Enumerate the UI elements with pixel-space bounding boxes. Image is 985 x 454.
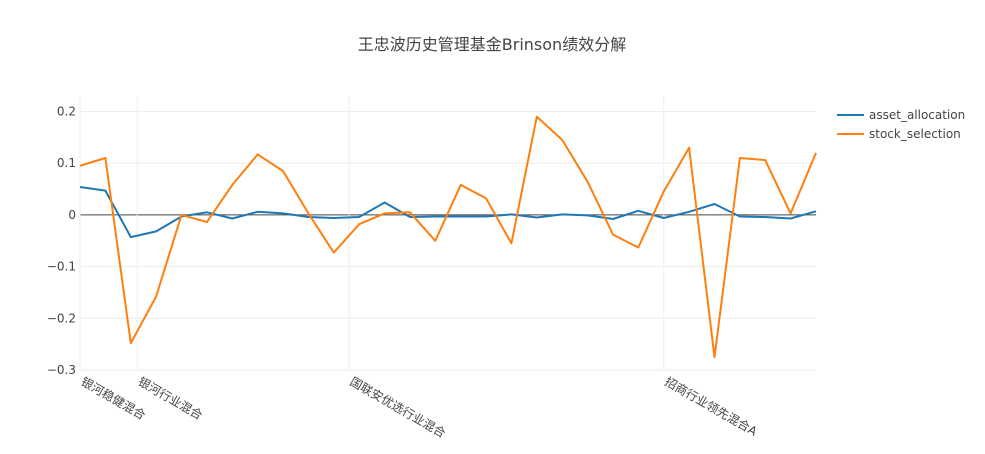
grid-layer bbox=[79, 96, 816, 371]
legend-item-asset-allocation[interactable]: asset_allocation bbox=[837, 108, 965, 122]
y-tick-label: 0.2 bbox=[57, 105, 76, 119]
x-tick-label: 银河行业混合 bbox=[136, 374, 206, 423]
legend-label: asset_allocation bbox=[869, 108, 965, 122]
y-tick-label: −0.2 bbox=[47, 311, 76, 325]
x-tick-label: 招商行业领先混合A bbox=[662, 374, 760, 439]
y-tick-label: 0.1 bbox=[57, 156, 76, 170]
y-tick-label: 0 bbox=[68, 208, 76, 222]
y-tick-label: −0.3 bbox=[47, 363, 76, 377]
series-line-asset-allocation[interactable] bbox=[79, 186, 817, 239]
y-axis: −0.3 −0.2 −0.1 0 0.1 0.2 bbox=[47, 105, 76, 377]
x-tick-label: 国联安优选行业混合 bbox=[348, 374, 449, 441]
series-line-stock-selection[interactable] bbox=[79, 115, 817, 359]
legend-item-stock-selection[interactable]: stock_selection bbox=[837, 127, 961, 141]
legend[interactable]: asset_allocation stock_selection bbox=[837, 108, 965, 141]
y-tick-label: −0.1 bbox=[47, 260, 76, 274]
chart-title: 王忠波历史管理基金Brinson绩效分解 bbox=[358, 35, 626, 54]
series-layer bbox=[79, 115, 817, 359]
legend-label: stock_selection bbox=[869, 127, 961, 141]
